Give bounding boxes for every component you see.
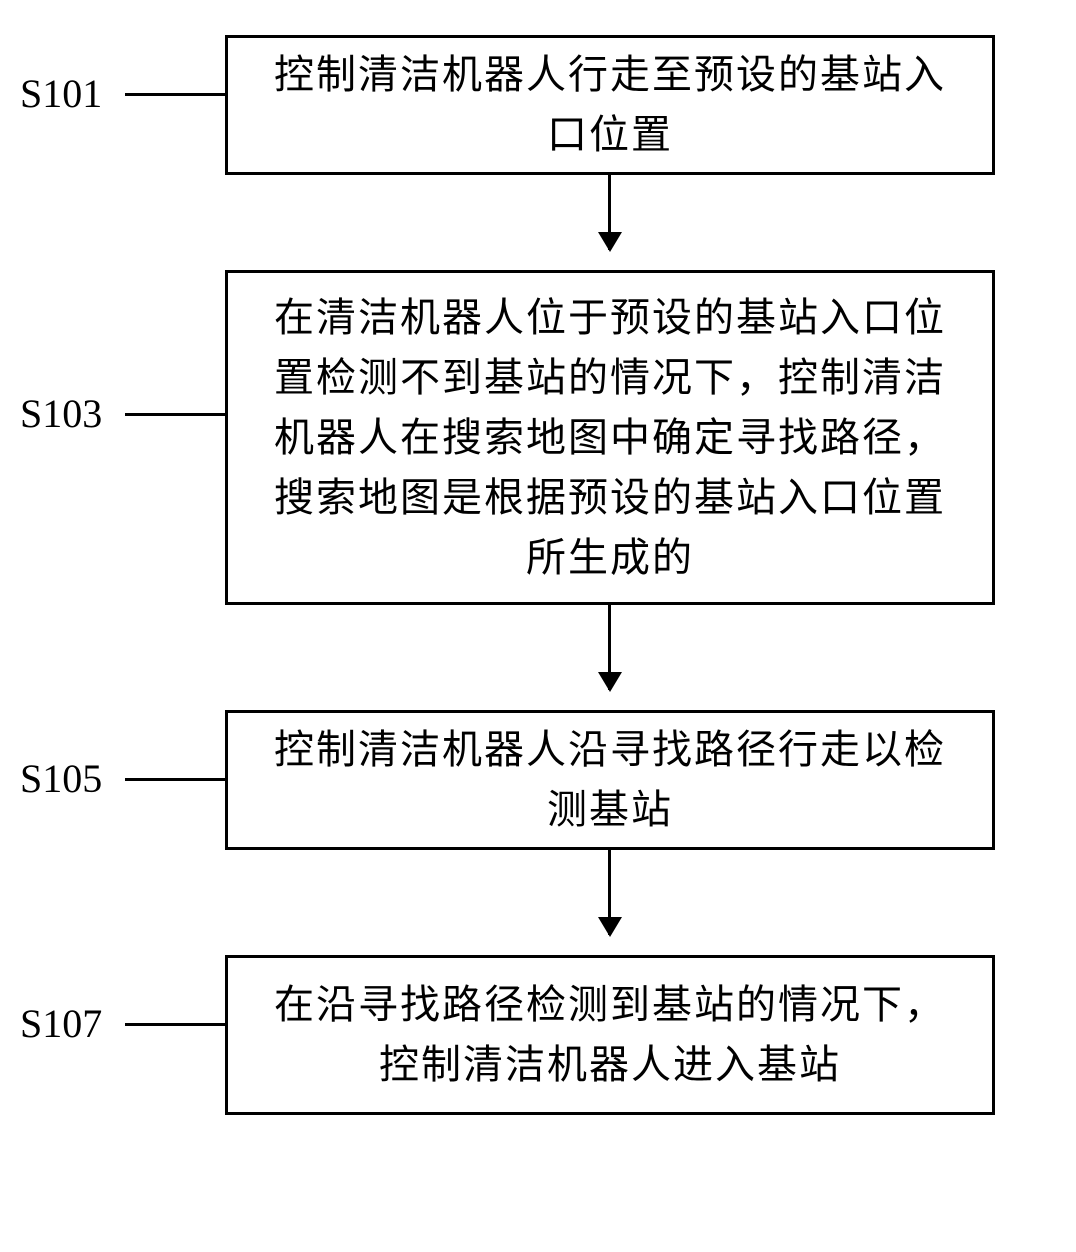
label-connector: [125, 93, 225, 96]
label-connector: [125, 1023, 225, 1026]
label-text: S107: [20, 1001, 102, 1046]
label-text: S101: [20, 71, 102, 116]
step-box-s103: 在清洁机器人位于预设的基站入口位置检测不到基站的情况下，控制清洁机器人在搜索地图…: [225, 270, 995, 605]
arrow-connector: [608, 605, 611, 690]
step-label-s107: S107: [20, 1000, 102, 1047]
arrow-connector: [608, 175, 611, 250]
label-connector: [125, 778, 225, 781]
step-box-s101: 控制清洁机器人行走至预设的基站入口位置: [225, 35, 995, 175]
step-box-s107: 在沿寻找路径检测到基站的情况下，控制清洁机器人进入基站: [225, 955, 995, 1115]
flowchart-container: S101 控制清洁机器人行走至预设的基站入口位置 S103 在清洁机器人位于预设…: [0, 0, 1076, 1252]
step-label-s103: S103: [20, 390, 102, 437]
step-label-s105: S105: [20, 755, 102, 802]
label-text: S103: [20, 391, 102, 436]
step-text: 控制清洁机器人行走至预设的基站入口位置: [258, 45, 962, 165]
step-text: 控制清洁机器人沿寻找路径行走以检测基站: [258, 720, 962, 840]
step-text: 在清洁机器人位于预设的基站入口位置检测不到基站的情况下，控制清洁机器人在搜索地图…: [258, 288, 962, 588]
label-text: S105: [20, 756, 102, 801]
step-label-s101: S101: [20, 70, 102, 117]
label-connector: [125, 413, 225, 416]
step-box-s105: 控制清洁机器人沿寻找路径行走以检测基站: [225, 710, 995, 850]
arrow-connector: [608, 850, 611, 935]
step-text: 在沿寻找路径检测到基站的情况下，控制清洁机器人进入基站: [258, 975, 962, 1095]
